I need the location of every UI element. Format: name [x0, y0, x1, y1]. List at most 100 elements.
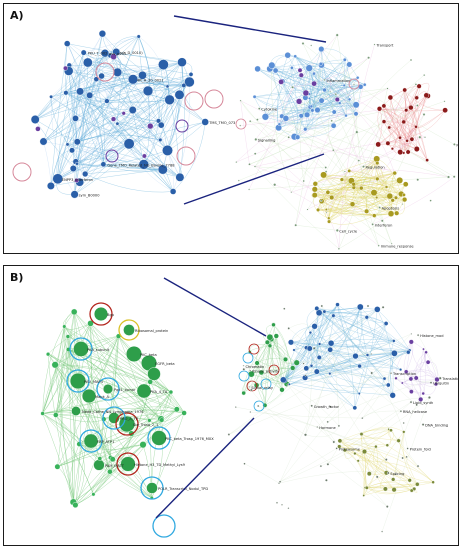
network-node-purple: [408, 376, 414, 382]
network-node-gold: [375, 161, 380, 166]
network-edge-periphery: [311, 405, 388, 507]
zoom-edge: [42, 408, 185, 414]
network-node-gold: [325, 189, 331, 195]
network-node-periphery: [290, 191, 293, 194]
zoom-edge: [35, 119, 86, 175]
network-node-red: [387, 94, 394, 101]
network-edge-green: [261, 324, 274, 406]
zoom-node-small: [97, 456, 103, 461]
zoom-node: [39, 137, 48, 146]
zoom-node: [47, 181, 55, 190]
network-node-blue: [254, 65, 261, 73]
network-node-periphery: [329, 90, 332, 93]
network-node-periphery: [287, 507, 290, 510]
network-edge-purple: [420, 349, 424, 400]
network-edge-periphery: [281, 116, 383, 221]
zoom-edge: [118, 336, 150, 421]
network-node-olive: [359, 432, 364, 437]
zoom-edge: [90, 323, 172, 393]
zoom-edge: [74, 311, 162, 421]
zoom-edge: [65, 43, 78, 142]
cluster-label: Signalling: [258, 138, 276, 142]
network-edge-periphery: [255, 139, 327, 172]
zoom-node-small: [139, 441, 147, 449]
zoom-node-small: [87, 320, 94, 327]
network-edge-olive: [344, 450, 415, 490]
node-label: PAM_MATT: [105, 464, 125, 468]
network-edge-periphery: [328, 94, 336, 151]
network-edge-olive: [365, 480, 410, 488]
network-edge-red: [405, 86, 420, 111]
network-node-periphery: [452, 175, 456, 179]
zoom-edge: [67, 144, 181, 178]
zoom-edge: [75, 118, 161, 141]
network-edge-blue: [337, 304, 355, 408]
zoom-edge: [76, 123, 118, 164]
network-edge-blue: [390, 340, 394, 396]
network-node-green: [258, 369, 265, 376]
zoom-edge: [93, 409, 177, 495]
network-edge-periphery: [355, 113, 379, 246]
zoom-node: [104, 98, 110, 104]
zoom-node: [120, 456, 136, 472]
network-edge-periphery: [302, 43, 392, 244]
network-node-blue: [307, 97, 311, 100]
zoom-edge: [74, 120, 159, 195]
network-edge-periphery: [271, 65, 292, 193]
network-edge-periphery: [305, 425, 340, 438]
network-node-blue: [316, 355, 322, 360]
zoom-edge: [77, 75, 143, 142]
node-label: Gene_TMO_Related_NG_Bovine_7788: [107, 163, 175, 167]
network-node-blue: [362, 82, 367, 87]
zoom-connector-top: [163, 277, 267, 337]
network-node-blue: [391, 350, 398, 357]
network-node-periphery: [281, 503, 284, 506]
network-node-periphery: [323, 78, 326, 81]
network-edge-periphery: [249, 113, 357, 165]
network-edge-gold: [314, 189, 353, 206]
panel-b: B) Bgp Ribosomal_protein PKA_subunit PKC_be…: [3, 265, 459, 546]
network-node-purple: [334, 96, 340, 102]
cluster-label: Transport: [376, 44, 394, 48]
network-edge-periphery: [293, 346, 372, 355]
network-edge-periphery: [249, 164, 383, 221]
network-edge-gold: [352, 195, 405, 205]
network-node-periphery: [389, 372, 393, 375]
network-node-blue: [308, 330, 312, 335]
network-node-blue: [303, 365, 310, 372]
network-node-olive: [396, 438, 401, 443]
network-node-periphery: [248, 188, 251, 191]
network-edge-gold: [361, 171, 395, 189]
zoom-edge: [76, 99, 170, 164]
network-node-purple: [434, 382, 439, 387]
network-edge-blue: [254, 96, 311, 109]
network-node-periphery: [273, 183, 277, 187]
network-edge-periphery: [281, 57, 369, 117]
highlight-ring-cyan: [253, 400, 265, 412]
network-node-periphery: [326, 462, 330, 466]
network-node-blue: [335, 302, 340, 307]
network-node-periphery: [324, 170, 328, 173]
zoom-node-small: [51, 361, 59, 369]
highlight-ring-cyan: [147, 426, 171, 450]
network-node-olive: [387, 427, 390, 431]
network-node-green: [271, 322, 276, 327]
network-edge-blue: [354, 323, 387, 408]
zoom-node-small: [173, 406, 180, 413]
network-node-gold: [392, 170, 397, 176]
network-node-blue: [374, 306, 381, 313]
network-node-gold: [394, 210, 400, 216]
cluster-label: Hormone: [319, 426, 336, 430]
network-node-green: [241, 390, 246, 396]
network-node-purple: [404, 369, 409, 374]
node-label: Nedd_Cathe_NN_Lymphoma_1976: [82, 410, 144, 414]
network-node-periphery: [357, 159, 360, 162]
network-node-periphery: [335, 33, 339, 37]
zoom-connector-top: [173, 15, 327, 43]
label-layer: Bgp Ribosomal_protein PKA_subunit PKC_beta E…: [82, 313, 458, 491]
zoom-edge: [43, 90, 149, 142]
network-edge-blue: [333, 315, 394, 342]
network-edge-periphery: [295, 84, 355, 226]
network-node-red: [387, 125, 392, 130]
network-node-blue: [364, 315, 369, 320]
